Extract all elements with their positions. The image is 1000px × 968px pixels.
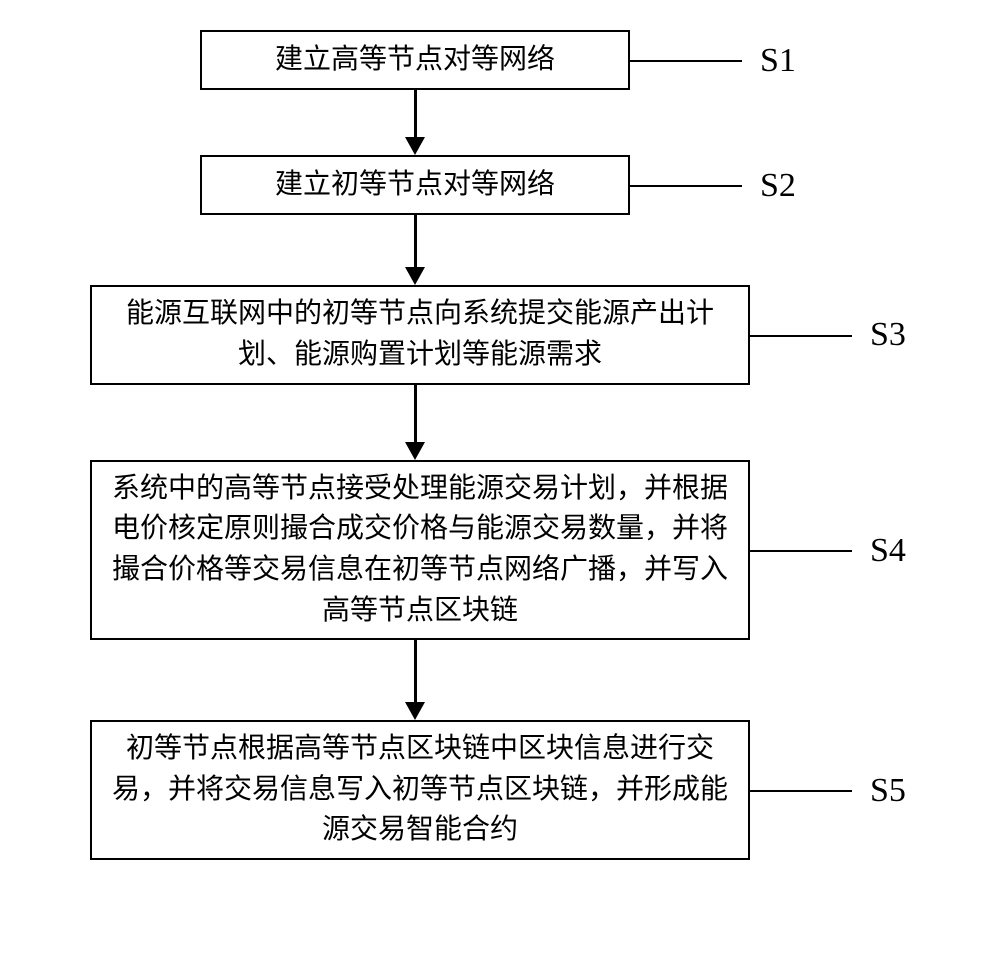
box-s3-text: 能源互联网中的初等节点向系统提交能源产出计划、能源购置计划等能源需求 (92, 290, 748, 379)
box-s5-connector (750, 790, 852, 792)
box-s5-text: 初等节点根据高等节点区块链中区块信息进行交易，并将交易信息写入初等节点区块链，并… (92, 725, 748, 855)
box-s1-label: S1 (760, 42, 796, 80)
box-s1-connector (630, 60, 742, 62)
box-s2-text: 建立初等节点对等网络 (265, 161, 565, 210)
box-s5-label: S5 (870, 772, 906, 810)
box-s4: 系统中的高等节点接受处理能源交易计划，并根据电价核定原则撮合成交价格与能源交易数… (90, 460, 750, 640)
box-s1-text: 建立高等节点对等网络 (265, 36, 565, 85)
box-s2: 建立初等节点对等网络 (200, 155, 630, 215)
box-s3-label: S3 (870, 316, 906, 354)
arrow-line-3 (414, 640, 417, 702)
box-s4-label: S4 (870, 532, 906, 570)
arrow-line-2 (414, 385, 417, 442)
arrow-line-1 (414, 215, 417, 267)
arrow-head-2 (405, 442, 425, 460)
arrow-head-3 (405, 702, 425, 720)
arrow-head-1 (405, 267, 425, 285)
box-s4-text: 系统中的高等节点接受处理能源交易计划，并根据电价核定原则撮合成交价格与能源交易数… (92, 465, 748, 635)
box-s5: 初等节点根据高等节点区块链中区块信息进行交易，并将交易信息写入初等节点区块链，并… (90, 720, 750, 860)
arrow-head-0 (405, 137, 425, 155)
box-s3: 能源互联网中的初等节点向系统提交能源产出计划、能源购置计划等能源需求 (90, 285, 750, 385)
box-s3-connector (750, 335, 852, 337)
box-s2-connector (630, 185, 742, 187)
box-s1: 建立高等节点对等网络 (200, 30, 630, 90)
box-s4-connector (750, 550, 852, 552)
flowchart-container: 建立高等节点对等网络 S1 建立初等节点对等网络 S2 能源互联网中的初等节点向系统提交… (0, 0, 1000, 968)
box-s2-label: S2 (760, 167, 796, 205)
arrow-line-0 (414, 90, 417, 137)
